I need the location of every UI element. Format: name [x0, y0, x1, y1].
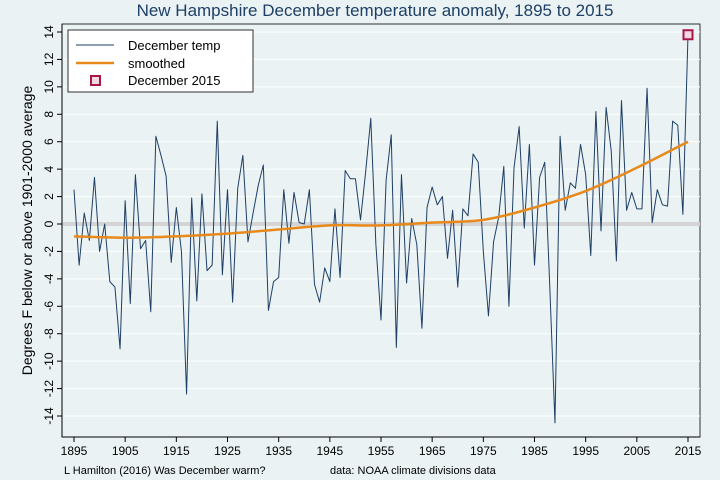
marker-december-2015 [682, 29, 694, 41]
x-tick-label: 1975 [470, 444, 497, 458]
x-tick-label: 1955 [368, 444, 395, 458]
legend-label-smoothed: smoothed [128, 56, 185, 71]
y-tick-label: 0 [42, 220, 56, 227]
y-tick-label: 14 [42, 25, 56, 39]
footnote-source: data: NOAA climate divisions data [330, 465, 497, 477]
y-tick-label: -8 [42, 328, 56, 339]
x-tick-label: 1995 [572, 444, 599, 458]
legend-label-december-2015: December 2015 [128, 73, 221, 88]
y-tick-labels: -14 -12 -10 -8 -6 -4 -2 0 2 4 6 8 10 12 14 [42, 25, 62, 425]
x-tick-label: 1945 [316, 444, 343, 458]
y-tick-label: -4 [42, 273, 56, 284]
x-tick-label: 1935 [265, 444, 292, 458]
y-axis-label: Degrees F below or above 1901-2000 avera… [19, 86, 35, 376]
x-tick-label: 2015 [675, 444, 702, 458]
footnote-citation: L Hamilton (2016) Was December warm? [64, 465, 266, 477]
y-tick-label: -12 [42, 380, 56, 398]
y-tick-label: -10 [42, 352, 56, 370]
y-tick-label: 4 [42, 165, 56, 172]
y-tick-label: -2 [42, 246, 56, 257]
y-tick-label: -14 [42, 407, 56, 425]
y-tick-label: 8 [42, 111, 56, 118]
grid [62, 31, 700, 417]
y-tick-label: 12 [42, 52, 56, 66]
y-tick-label: 6 [42, 138, 56, 145]
plot-area [61, 23, 701, 438]
x-tick-label: 2005 [623, 444, 650, 458]
x-tick-label: 1905 [112, 444, 139, 458]
legend-swatch-december-2015 [90, 75, 101, 86]
y-tick-label: 10 [42, 80, 56, 94]
x-tick-label: 1965 [419, 444, 446, 458]
x-tick-label: 1915 [163, 444, 190, 458]
chart-title: New Hampshire December temperature anoma… [137, 1, 614, 20]
series-smoothed-line [73, 140, 689, 239]
series-december-temp-line [73, 34, 689, 424]
legend: December temp smoothed December 2015 [67, 29, 254, 93]
legend-label-december-temp: December temp [128, 38, 220, 53]
y-tick-label: -6 [42, 301, 56, 312]
x-tick-label: 1895 [61, 444, 88, 458]
x-tick-label: 1925 [214, 444, 241, 458]
y-tick-label: 2 [42, 193, 56, 200]
series-group [73, 29, 694, 424]
x-tick-labels: 1895 1905 1915 1925 1935 1945 1955 1965 1975 1985… [61, 437, 702, 458]
x-tick-label: 1985 [521, 444, 548, 458]
